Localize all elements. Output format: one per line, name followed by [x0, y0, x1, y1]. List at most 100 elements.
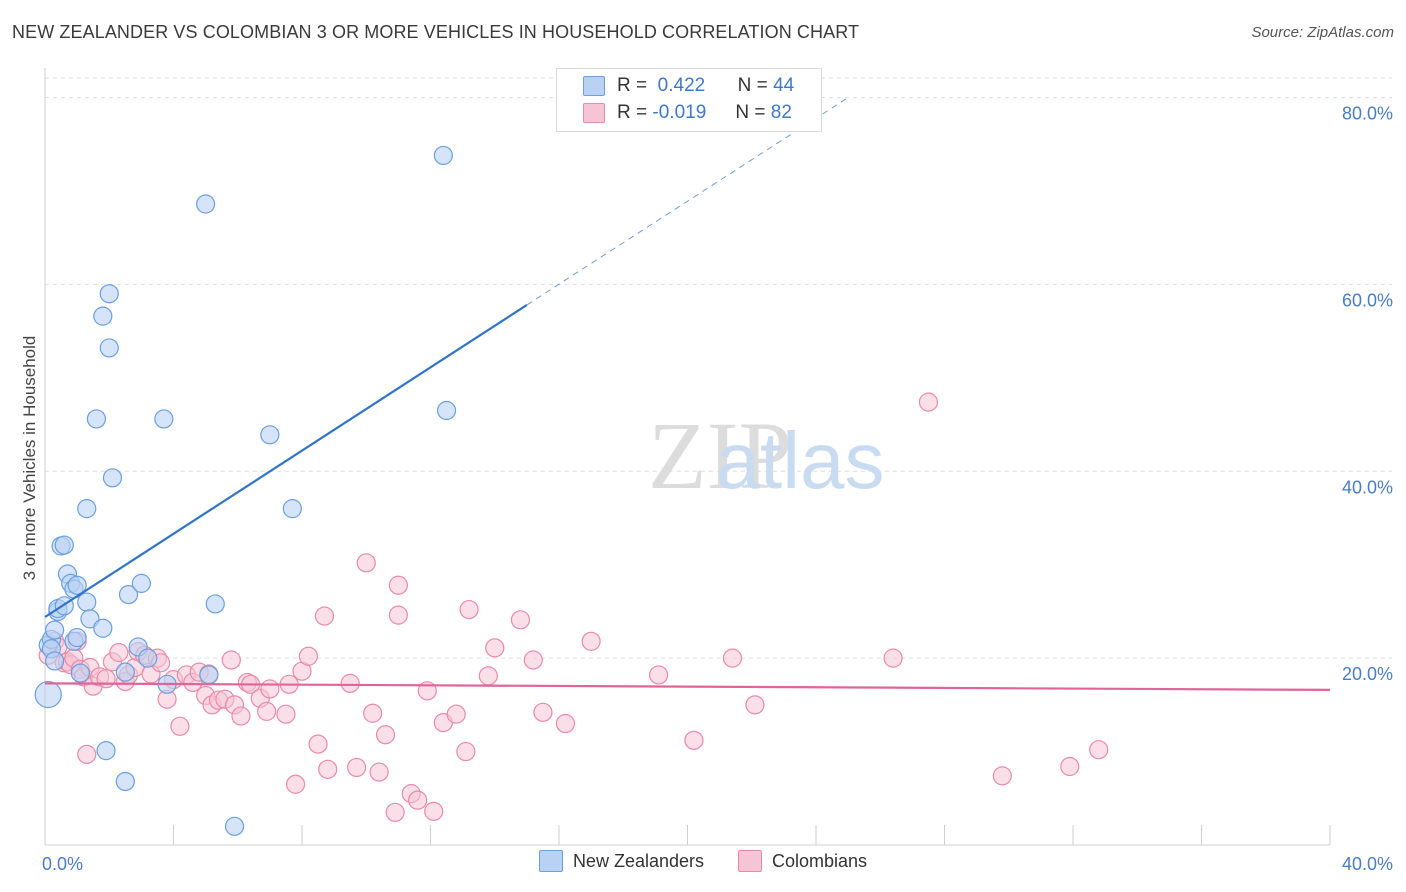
- new-zealanders-point: [45, 651, 65, 671]
- colombians-point: [408, 790, 428, 810]
- new-zealanders-point: [115, 662, 135, 682]
- y-tick-label: 20.0%: [1342, 664, 1393, 684]
- new-zealanders-point: [224, 816, 245, 836]
- new-zealanders-point: [436, 400, 457, 421]
- new-zealanders-point: [67, 575, 87, 595]
- legend-n-label: N =: [737, 75, 768, 96]
- legend-n-label: N =: [735, 102, 766, 123]
- legend-label-new-zealanders: New Zealanders: [572, 850, 704, 871]
- colombians-point: [1089, 740, 1109, 760]
- colombians-point: [385, 802, 405, 822]
- colombians-point: [257, 701, 277, 721]
- colombians-point: [363, 703, 383, 723]
- new-zealanders-point: [67, 627, 87, 648]
- colombians-point: [446, 704, 466, 724]
- colombians-point: [318, 759, 338, 779]
- colombians-point: [231, 706, 251, 726]
- colombians-point: [555, 713, 576, 734]
- colombians-point: [722, 648, 743, 668]
- colombians-point: [478, 666, 498, 686]
- new-zealanders-point: [154, 409, 174, 429]
- legend-r-label: R =: [617, 75, 648, 96]
- new-zealanders-trend-line: [44, 304, 528, 618]
- new-zealanders-point: [260, 425, 280, 445]
- colombians-point: [424, 801, 444, 821]
- x-tick-label-right: 40.0%: [1342, 854, 1393, 874]
- new-zealanders-point: [199, 665, 219, 685]
- y-tick-label: 80.0%: [1342, 104, 1393, 124]
- colombians-point: [170, 716, 190, 736]
- watermark-atlas: atlas: [716, 416, 885, 505]
- colombians-point: [1060, 756, 1080, 777]
- colombians-points: [38, 392, 1109, 822]
- colombians-point: [992, 766, 1012, 786]
- legend-swatch-colombians: [738, 850, 762, 872]
- new-zealanders-point: [282, 499, 302, 519]
- correlation-legend: R = 0.422 N = 44 R = -0.019 N = 82: [556, 68, 822, 132]
- legend-swatch-new-zealanders: [538, 850, 563, 872]
- colombians-point: [510, 610, 531, 630]
- new-zealanders-point: [433, 145, 453, 166]
- legend-r-label: R =: [617, 102, 648, 123]
- colombians-point: [77, 744, 97, 764]
- axes: [44, 68, 1331, 846]
- colombians-point: [684, 730, 704, 750]
- legend-row-col: R = -0.019 N = 82: [583, 101, 792, 125]
- gridlines: [45, 77, 1392, 659]
- colombians-point: [388, 605, 408, 625]
- new-zealanders-point: [77, 499, 97, 519]
- colombians-point: [260, 679, 280, 699]
- colombians-point: [96, 669, 116, 689]
- legend-row-nz: R = 0.422 N = 44: [583, 74, 794, 98]
- new-zealanders-point: [86, 409, 107, 429]
- legend-r-value: 0.422: [657, 75, 706, 96]
- legend-swatch-col: [583, 103, 605, 123]
- legend-item-colombians[interactable]: Colombians: [738, 850, 867, 872]
- watermark-zip: ZIP: [648, 402, 792, 509]
- new-zealanders-point: [70, 663, 90, 683]
- source-label: Source: ZipAtlas.com: [1251, 24, 1394, 41]
- legend-swatch-nz: [583, 76, 605, 96]
- colombians-point: [285, 774, 306, 794]
- new-zealanders-point: [34, 680, 62, 709]
- legend-r-value: -0.019: [652, 102, 707, 123]
- colombians-point: [356, 553, 376, 573]
- series-legend: New Zealanders Colombians: [0, 850, 1406, 872]
- new-zealanders-point: [102, 468, 123, 488]
- colombians-point: [221, 650, 241, 670]
- new-zealanders-point: [131, 573, 151, 593]
- new-zealanders-point: [93, 306, 113, 326]
- colombians-point: [648, 665, 669, 685]
- new-zealanders-trend-extension: [526, 97, 849, 306]
- legend-n-value: 44: [773, 75, 795, 96]
- colombians-point: [533, 702, 553, 722]
- new-zealanders-point: [205, 594, 225, 614]
- legend-item-new-zealanders[interactable]: New Zealanders: [538, 850, 704, 872]
- colombians-point: [276, 704, 296, 724]
- new-zealanders-point: [99, 284, 119, 304]
- new-zealanders-point: [115, 771, 135, 792]
- colombians-point: [314, 606, 335, 626]
- new-zealanders-point: [77, 592, 97, 612]
- legend-n-value: 82: [770, 102, 792, 123]
- colombians-point: [581, 631, 601, 651]
- colombians-point: [375, 725, 396, 745]
- tick-labels: 20.0% 40.0% 60.0% 80.0% 0.0% 40.0%: [42, 104, 1393, 875]
- x-tick-label-left: 0.0%: [42, 854, 83, 874]
- colombians-trend-line: [44, 682, 1331, 691]
- colombians-point: [523, 650, 543, 670]
- new-zealanders-point: [99, 338, 119, 358]
- new-zealanders-point: [54, 535, 74, 555]
- legend-label-colombians: Colombians: [772, 850, 868, 871]
- colombians-point: [388, 575, 408, 595]
- new-zealanders-point: [80, 609, 100, 629]
- colombians-point: [109, 642, 129, 663]
- new-zealanders-point: [138, 648, 158, 668]
- colombians-point: [485, 638, 505, 658]
- y-tick-label: 40.0%: [1342, 477, 1393, 497]
- colombians-point: [340, 673, 360, 693]
- new-zealanders-point: [96, 741, 116, 761]
- colombians-point: [918, 392, 939, 412]
- chart-title: NEW ZEALANDER VS COLOMBIAN 3 OR MORE VEH…: [12, 22, 860, 42]
